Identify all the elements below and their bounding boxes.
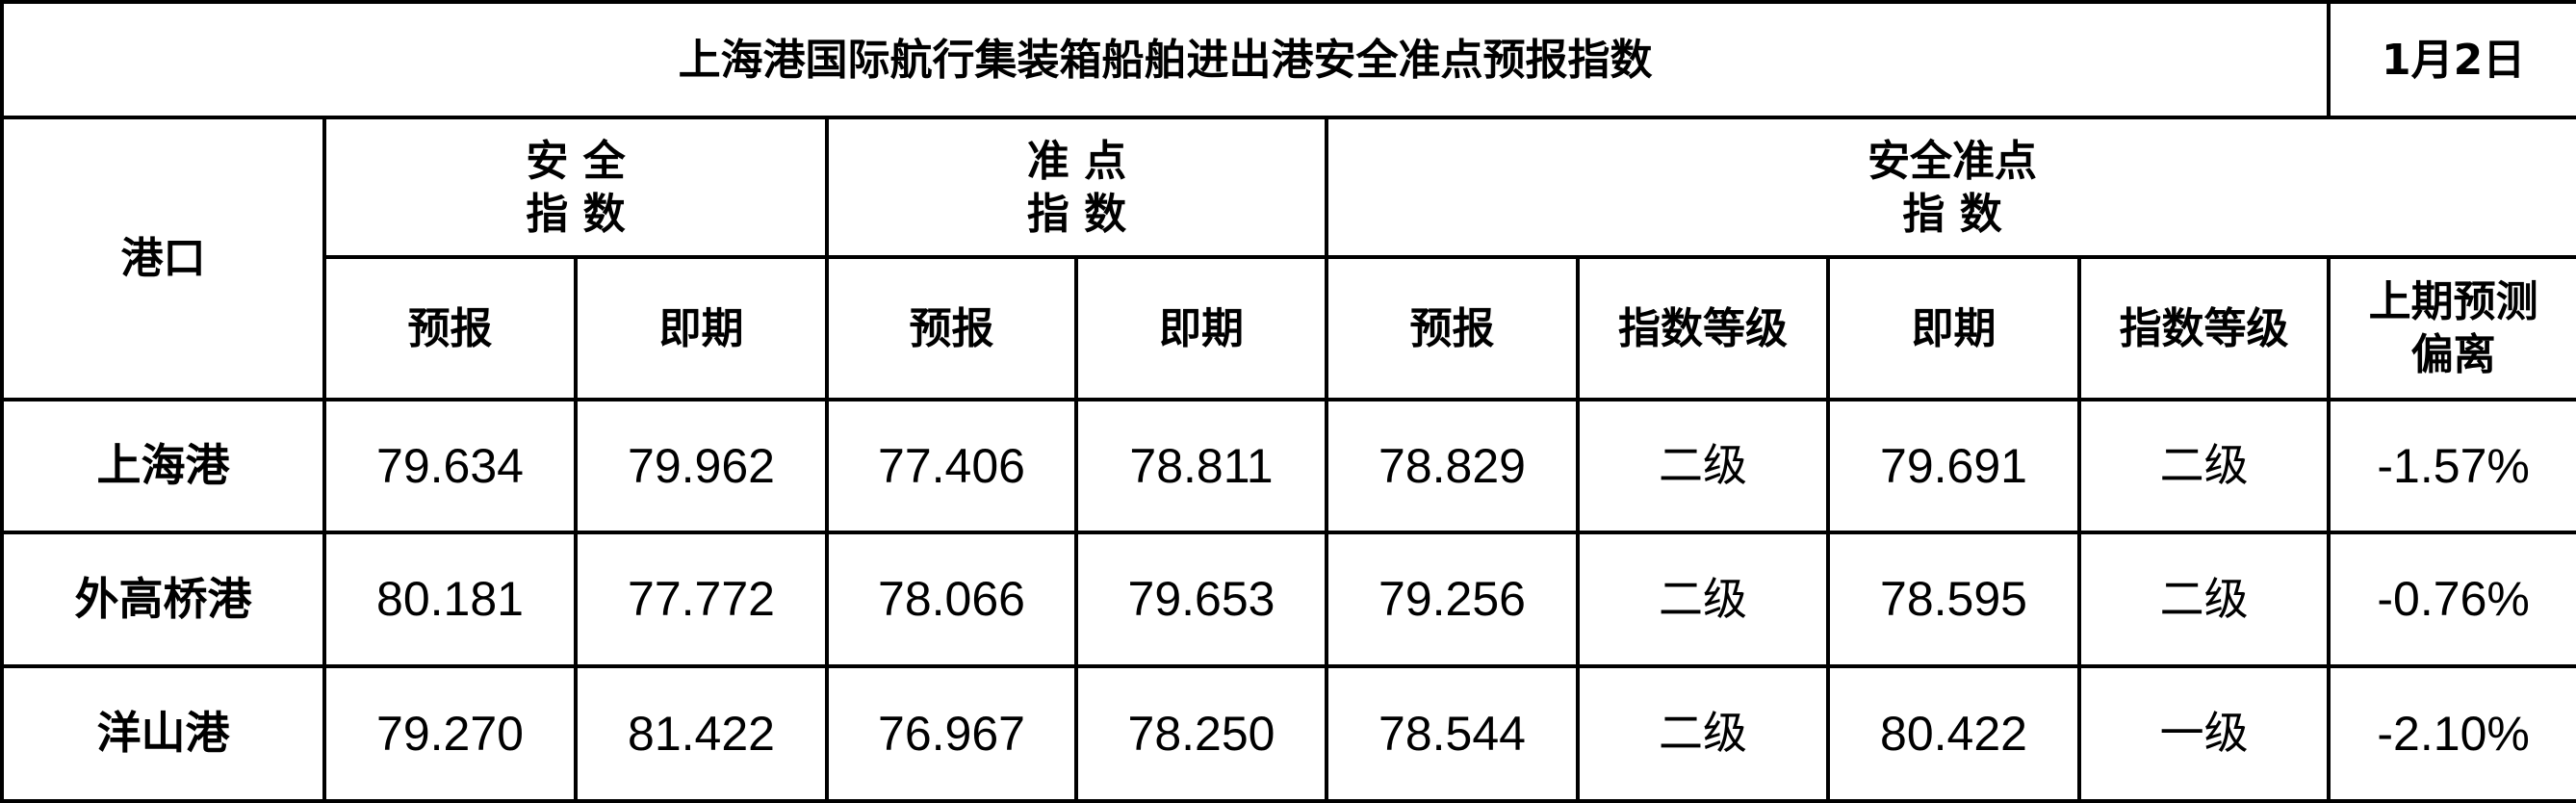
sub-header-row: 预报 即期 预报 即期 预报 指数等级 即期 指数等级 上期预测 偏离 <box>2 255 2576 402</box>
safety-current: 79.962 <box>574 398 829 534</box>
deviation: -1.57% <box>2327 398 2576 534</box>
safety-current: 77.772 <box>574 531 829 668</box>
safety-index-header: 安 全 指 数 <box>322 116 829 259</box>
safety-current-header: 即期 <box>574 255 829 402</box>
deviation-header-line1: 上期预测 <box>2368 277 2538 326</box>
safety-header-line1: 安 全 <box>526 136 626 186</box>
forecast-level: 二级 <box>1576 664 1830 803</box>
forecast-level: 二级 <box>1576 531 1830 668</box>
punctual-current: 79.653 <box>1074 531 1328 668</box>
port-name: 外高桥港 <box>0 531 326 668</box>
punctual-header-line2: 指 数 <box>1026 189 1127 239</box>
combined-index-header: 安全准点 指 数 <box>1324 116 2576 259</box>
current-level: 一级 <box>2076 664 2331 803</box>
port-header: 港口 <box>0 116 326 402</box>
deviation: -2.10% <box>2327 664 2576 803</box>
punctual-current: 78.250 <box>1074 664 1328 803</box>
table-row: 上海港 79.634 79.962 77.406 78.811 78.829 二… <box>0 398 2576 534</box>
punctual-index-header: 准 点 指 数 <box>825 116 1328 259</box>
combined-forecast: 78.829 <box>1325 398 1580 534</box>
punctual-forecast: 76.967 <box>825 664 1078 803</box>
combined-forecast: 79.256 <box>1325 531 1580 668</box>
forecast-level-header: 指数等级 <box>1576 255 1830 402</box>
port-name: 上海港 <box>0 398 326 534</box>
forecast-level: 二级 <box>1576 398 1830 534</box>
safety-header-line2: 指 数 <box>526 189 626 239</box>
punctual-current-header: 即期 <box>1074 255 1328 402</box>
safety-current: 81.422 <box>574 664 829 803</box>
combined-current: 79.691 <box>1826 398 2081 534</box>
punctual-forecast: 77.406 <box>825 398 1078 534</box>
punctual-forecast-header: 预报 <box>825 255 1078 402</box>
safety-forecast: 79.634 <box>322 398 578 534</box>
port-name: 洋山港 <box>0 664 326 803</box>
combined-forecast: 78.544 <box>1325 664 1580 803</box>
combined-current-header: 即期 <box>1826 255 2081 402</box>
deviation: -0.76% <box>2327 531 2576 668</box>
punctual-current: 78.811 <box>1074 398 1328 534</box>
combined-header-line1: 安全准点 <box>1868 136 2038 186</box>
combined-header-line2: 指 数 <box>1902 189 2002 239</box>
punctual-forecast: 78.066 <box>825 531 1078 668</box>
safety-forecast-header: 预报 <box>322 255 578 402</box>
current-level: 二级 <box>2076 531 2331 668</box>
current-level: 二级 <box>2076 398 2331 534</box>
combined-current: 80.422 <box>1826 664 2081 803</box>
current-level-header: 指数等级 <box>2076 255 2331 402</box>
table-row: 外高桥港 80.181 77.772 78.066 79.653 79.256 … <box>0 531 2576 668</box>
deviation-header-line2: 偏离 <box>2410 330 2496 379</box>
punctual-header-line1: 准 点 <box>1026 136 1127 186</box>
group-header-row: 港口 安 全 指 数 准 点 指 数 安全准点 指 数 <box>0 116 2576 402</box>
title-row: 上海港国际航行集装箱船舶进出港安全准点预报指数 1月2日 <box>0 0 2576 119</box>
date-label: 1月2日 <box>2327 0 2576 119</box>
safety-forecast: 80.181 <box>322 531 578 668</box>
safety-forecast: 79.270 <box>322 664 578 803</box>
combined-current: 78.595 <box>1826 531 2081 668</box>
deviation-header: 上期预测 偏离 <box>2327 255 2576 402</box>
combined-forecast-header: 预报 <box>1325 255 1580 402</box>
table-title: 上海港国际航行集装箱船舶进出港安全准点预报指数 <box>0 0 2331 119</box>
table-row: 洋山港 79.270 81.422 76.967 78.250 78.544 二… <box>0 664 2576 803</box>
